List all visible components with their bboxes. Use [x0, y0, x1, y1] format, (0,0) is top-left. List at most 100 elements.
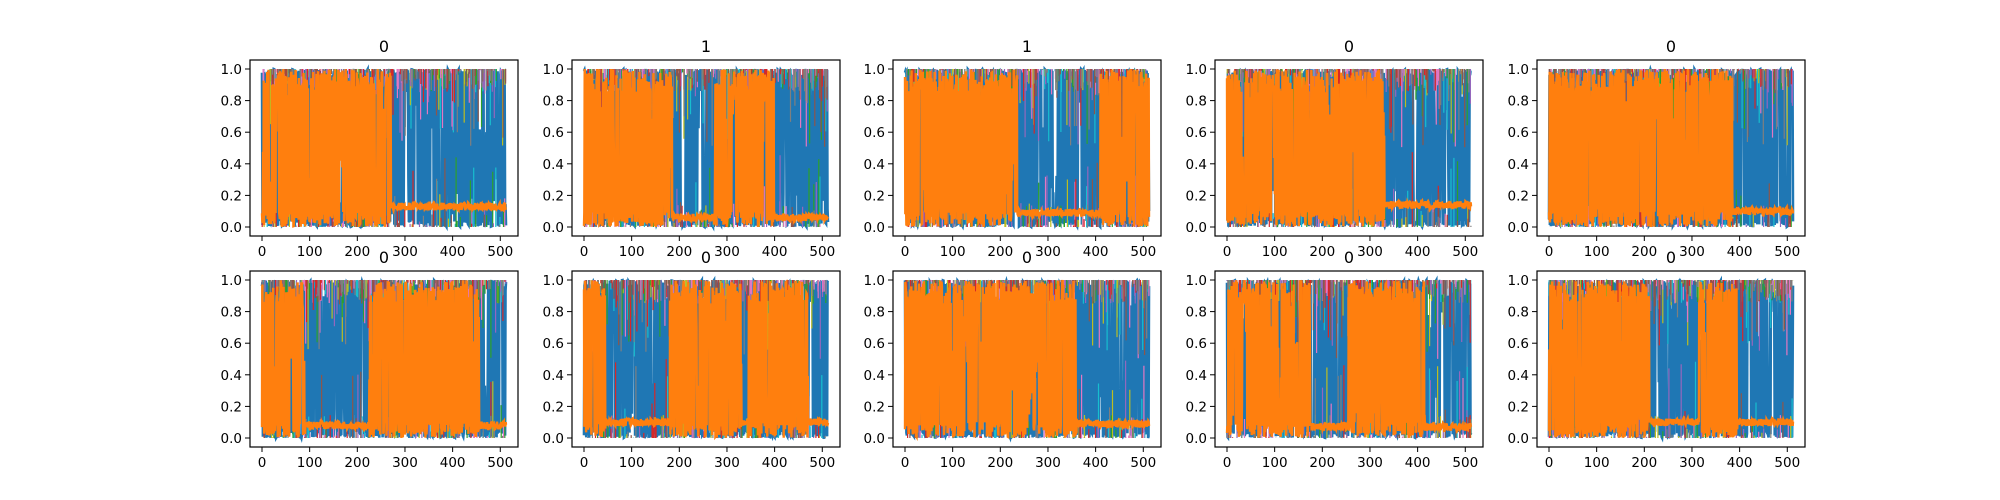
- y-tick-label: 0.0: [1186, 220, 1207, 236]
- x-tick-label: 300: [1679, 244, 1705, 260]
- y-tick-label: 0.0: [864, 220, 885, 236]
- plot-area: [582, 65, 830, 232]
- subplot-6: 0 100 200 300 400 500 0.0 0.2 0.4 0.6 0.8 1.0 0: [221, 248, 519, 471]
- x-tick-label: 400: [1405, 455, 1431, 471]
- subplot-4: 0 100 200 300 400 500 0.0 0.2 0.4 0.6 0.8 1.0 0: [1186, 37, 1484, 260]
- series-line-highlight: [903, 69, 1151, 228]
- subplot-title: 0: [379, 37, 389, 56]
- y-tick-label: 0.6: [864, 125, 885, 141]
- y-tick-label: 0.0: [221, 431, 242, 447]
- y-tick-label: 0.4: [221, 157, 242, 173]
- y-tick-label: 0.0: [864, 431, 885, 447]
- x-tick-label: 100: [297, 244, 323, 260]
- y-tick-label: 0.8: [543, 305, 564, 321]
- x-tick-label: 0: [258, 455, 267, 471]
- y-tick-label: 0.8: [1508, 94, 1529, 110]
- x-tick-label: 0: [1545, 244, 1554, 260]
- x-tick-label: 300: [1357, 244, 1383, 260]
- y-tick-label: 0.4: [543, 157, 564, 173]
- y-tick-label: 0.8: [1186, 94, 1207, 110]
- y-tick-label: 0.2: [543, 188, 564, 204]
- plot-area: [1225, 65, 1473, 231]
- axes-frame: [571, 270, 841, 448]
- y-tick-label: 1.0: [1186, 62, 1207, 78]
- x-tick-label: 500: [487, 455, 513, 471]
- y-tick-label: 0.0: [543, 220, 564, 236]
- x-tick-label: 0: [901, 455, 910, 471]
- subplot-title: 0: [1022, 248, 1032, 267]
- y-tick-label: 0.6: [1186, 336, 1207, 352]
- x-tick-label: 400: [1727, 455, 1753, 471]
- y-tick-label: 0.6: [543, 125, 564, 141]
- y-tick-label: 1.0: [221, 62, 242, 78]
- series-line-highlight: [260, 69, 507, 228]
- subplot-5: 0 100 200 300 400 500 0.0 0.2 0.4 0.6 0.8 1.0 0: [1508, 37, 1806, 260]
- x-tick-label: 400: [762, 244, 788, 260]
- x-tick-label: 500: [487, 244, 513, 260]
- x-tick-label: 500: [1130, 455, 1156, 471]
- x-tick-label: 100: [619, 455, 645, 471]
- x-tick-label: 500: [1774, 244, 1800, 260]
- x-tick-label: 400: [1405, 244, 1431, 260]
- x-tick-label: 200: [1309, 455, 1335, 471]
- y-tick-label: 1.0: [1186, 273, 1207, 289]
- x-tick-label: 300: [1679, 455, 1705, 471]
- y-tick-label: 0.8: [221, 94, 242, 110]
- axes-frame: [1536, 59, 1806, 237]
- x-tick-label: 300: [1035, 455, 1061, 471]
- x-tick-label: 100: [940, 244, 966, 260]
- subplot-title: 1: [701, 37, 711, 56]
- x-tick-label: 300: [714, 244, 740, 260]
- x-tick-label: 400: [762, 455, 788, 471]
- y-tick-label: 0.0: [1508, 220, 1529, 236]
- x-tick-label: 500: [1130, 244, 1156, 260]
- x-tick-label: 300: [714, 455, 740, 471]
- x-tick-label: 200: [987, 455, 1013, 471]
- y-tick-label: 1.0: [221, 273, 242, 289]
- y-tick-label: 1.0: [864, 62, 885, 78]
- x-tick-label: 200: [1631, 244, 1657, 260]
- y-tick-label: 0.4: [1186, 368, 1207, 384]
- x-tick-label: 0: [1223, 244, 1232, 260]
- y-tick-label: 0.2: [864, 399, 885, 415]
- y-tick-label: 0.8: [221, 305, 242, 321]
- y-tick-label: 0.4: [1186, 157, 1207, 173]
- y-tick-label: 1.0: [864, 273, 885, 289]
- plot-area: [903, 64, 1151, 231]
- x-tick-label: 400: [440, 455, 466, 471]
- x-tick-label: 200: [1309, 244, 1335, 260]
- y-tick-label: 0.2: [543, 399, 564, 415]
- series-line-highlight: [260, 280, 508, 439]
- axes-frame: [892, 59, 1162, 237]
- x-tick-label: 100: [297, 455, 323, 471]
- x-tick-label: 200: [666, 455, 692, 471]
- subplot-7: 0 100 200 300 400 500 0.0 0.2 0.4 0.6 0.8 1.0 0: [543, 248, 841, 471]
- y-tick-label: 0.4: [221, 368, 242, 384]
- y-tick-label: 0.0: [1186, 431, 1207, 447]
- subplot-title: 0: [701, 248, 711, 267]
- subplot-title: 0: [1666, 37, 1676, 56]
- y-tick-label: 0.2: [1186, 188, 1207, 204]
- x-tick-label: 200: [344, 455, 370, 471]
- subplot-title: 1: [1022, 37, 1032, 56]
- y-tick-label: 0.6: [221, 336, 242, 352]
- y-tick-label: 0.8: [1508, 305, 1529, 321]
- series-line-highlight: [1225, 69, 1473, 228]
- subplot-1: 0 100 200 300 400 500 0.0 0.2 0.4 0.6 0.8 1.0 0: [221, 37, 519, 260]
- subplot-3: 0 100 200 300 400 500 0.0 0.2 0.4 0.6 0.8 1.0 1: [864, 37, 1162, 260]
- x-tick-label: 200: [344, 244, 370, 260]
- axes-frame: [1536, 270, 1806, 448]
- y-tick-label: 0.2: [864, 188, 885, 204]
- y-tick-label: 0.4: [1508, 157, 1529, 173]
- x-tick-label: 400: [1083, 455, 1109, 471]
- x-tick-label: 100: [1262, 455, 1288, 471]
- axes-frame: [249, 59, 519, 237]
- subplot-9: 0 100 200 300 400 500 0.0 0.2 0.4 0.6 0.8 1.0 0: [1186, 248, 1484, 471]
- y-tick-label: 0.0: [1508, 431, 1529, 447]
- x-tick-label: 300: [1035, 244, 1061, 260]
- y-tick-label: 0.4: [543, 368, 564, 384]
- y-tick-label: 1.0: [1508, 273, 1529, 289]
- y-tick-label: 0.6: [1508, 125, 1529, 141]
- series-line-highlight: [582, 68, 829, 229]
